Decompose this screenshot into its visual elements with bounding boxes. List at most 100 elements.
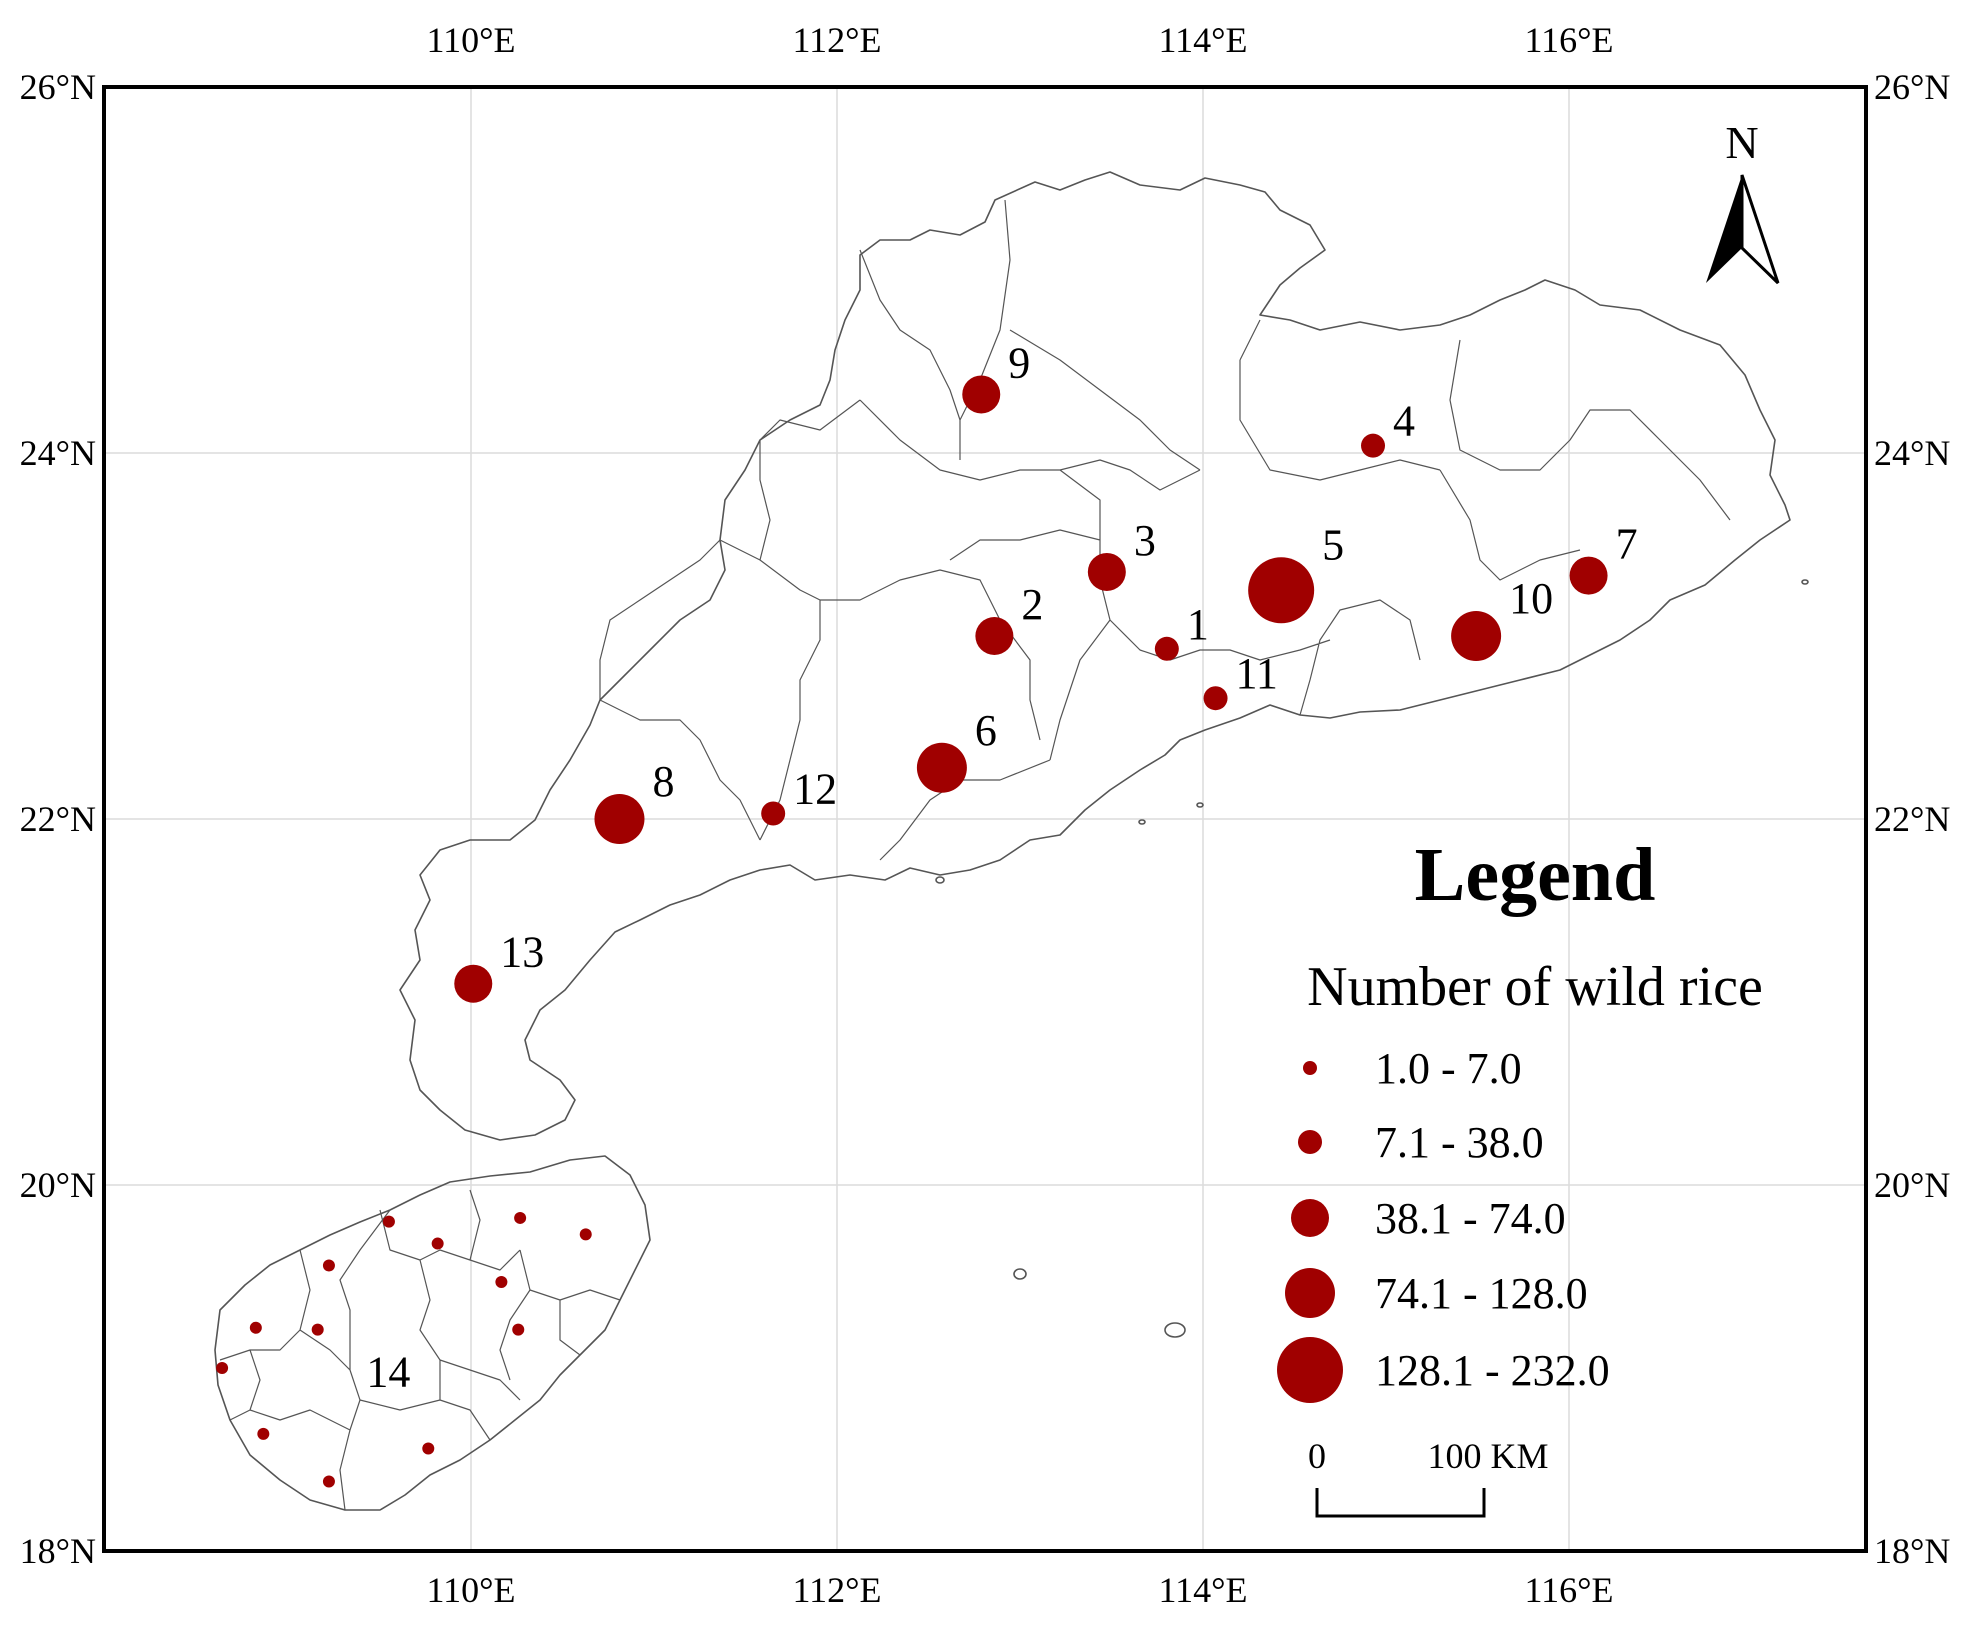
bottom-tick-labels: 110°E 112°E 114°E 116°E (426, 1570, 1613, 1610)
site-label-12: 12 (793, 765, 837, 814)
island-3 (1801, 579, 1809, 585)
island-2 (1164, 1322, 1186, 1338)
site-marker-1 (1154, 636, 1179, 661)
island-6 (935, 876, 945, 884)
site-marker-12 (761, 801, 786, 826)
legend-symbol-4 (1285, 1268, 1335, 1318)
bottom-tick-label: 114°E (1158, 1570, 1247, 1610)
legend-subtitle: Number of wild rice (1307, 956, 1763, 1018)
legend-items: 1.0 - 7.0 7.1 - 38.0 38.1 - 74.0 74.1 - 128… (1277, 1044, 1610, 1403)
site-label-8: 8 (652, 757, 674, 806)
left-tick-label: 26°N (20, 67, 96, 107)
site-marker-7 (1569, 556, 1608, 595)
site-label-10: 10 (1509, 574, 1553, 623)
site-marker-6 (916, 742, 967, 793)
hainan-site-marker (495, 1275, 508, 1288)
site-label-4: 4 (1393, 397, 1415, 446)
site-label-9: 9 (1008, 338, 1030, 387)
graticule (104, 87, 1866, 1551)
site-marker-11 (1203, 686, 1228, 711)
hainan-site-marker (322, 1475, 335, 1488)
hainan-site-marker (322, 1259, 335, 1272)
site-label-11: 11 (1236, 649, 1278, 698)
top-tick-label: 112°E (792, 20, 881, 60)
site-label-13: 13 (500, 928, 544, 977)
island-1 (1013, 1268, 1027, 1280)
top-tick-label: 114°E (1158, 20, 1247, 60)
legend: Legend Number of wild rice 1.0 - 7.0 7.1 … (1277, 833, 1763, 1518)
scale-bar-end-label: 100 KM (1427, 1436, 1548, 1476)
site-label-2: 2 (1021, 580, 1043, 629)
left-tick-label: 18°N (20, 1531, 96, 1571)
site-marker-9 (962, 375, 1001, 414)
hainan-site-marker (512, 1323, 525, 1336)
hainan-site-marker (514, 1211, 527, 1224)
bottom-tick-label: 110°E (426, 1570, 515, 1610)
hainan-markers (216, 1211, 592, 1488)
hainan-site-marker (422, 1442, 435, 1455)
right-tick-label: 22°N (1874, 799, 1950, 839)
legend-label-4: 74.1 - 128.0 (1375, 1269, 1588, 1318)
top-tick-labels: 110°E 112°E 114°E 116°E (426, 20, 1613, 60)
left-tick-label: 20°N (20, 1165, 96, 1205)
site-marker-2 (975, 617, 1014, 655)
guangdong-outline (399, 171, 1791, 1141)
hainan-site-marker (257, 1427, 270, 1440)
north-arrow-icon: N (1706, 117, 1780, 285)
prefecture-lines (599, 199, 1731, 861)
site-marker-8 (594, 794, 645, 844)
site-marker-3 (1087, 552, 1126, 591)
north-arrow-label: N (1725, 117, 1758, 168)
map-frame (102, 85, 1868, 1553)
site-marker-5 (1248, 557, 1315, 624)
right-tick-labels: 26°N 24°N 22°N 20°N 18°N (1874, 67, 1950, 1571)
site-label-14: 14 (366, 1347, 410, 1396)
scale-bar-start-label: 0 (1308, 1436, 1326, 1476)
hainan-site-marker (579, 1228, 592, 1241)
left-tick-labels: 26°N 24°N 22°N 20°N 18°N (20, 67, 96, 1571)
hainan-site-marker (249, 1321, 262, 1334)
legend-symbol-3 (1291, 1199, 1329, 1237)
hainan-outline (214, 1155, 651, 1511)
hainan-site-marker (216, 1362, 229, 1374)
left-tick-label: 24°N (20, 433, 96, 473)
legend-symbol-2 (1298, 1130, 1322, 1154)
north-arrow-right-half (1740, 174, 1780, 285)
right-tick-label: 20°N (1874, 1165, 1950, 1205)
right-tick-label: 24°N (1874, 433, 1950, 473)
bottom-tick-label: 112°E (792, 1570, 881, 1610)
bottom-tick-label: 116°E (1524, 1570, 1613, 1610)
hainan-site-marker (382, 1215, 395, 1228)
right-tick-label: 18°N (1874, 1531, 1950, 1571)
legend-label-1: 1.0 - 7.0 (1375, 1044, 1522, 1093)
legend-symbol-5 (1277, 1337, 1343, 1403)
scale-bar-line (1315, 1488, 1486, 1518)
legend-title: Legend (1415, 833, 1656, 917)
site-marker-10 (1451, 611, 1502, 661)
site-label-6: 6 (975, 706, 997, 755)
hainan-county-lines (219, 1189, 621, 1511)
administrative-boundaries (214, 171, 1809, 1511)
site-label-7: 7 (1616, 520, 1638, 569)
legend-label-3: 38.1 - 74.0 (1375, 1194, 1566, 1243)
legend-symbol-1 (1303, 1061, 1317, 1075)
hainan-site-marker (431, 1237, 444, 1250)
top-tick-label: 110°E (426, 20, 515, 60)
site-label-1: 1 (1187, 600, 1209, 649)
legend-label-2: 7.1 - 38.0 (1375, 1118, 1544, 1167)
hainan-site-marker (311, 1323, 324, 1336)
scale-bar: 0 100 KM (1308, 1436, 1549, 1518)
site-label-5: 5 (1322, 520, 1344, 569)
top-tick-label: 116°E (1524, 20, 1613, 60)
left-tick-label: 22°N (20, 799, 96, 839)
island-4 (1138, 819, 1146, 825)
site-label-3: 3 (1134, 516, 1156, 565)
right-tick-label: 26°N (1874, 67, 1950, 107)
island-5 (1196, 802, 1204, 808)
north-arrow-left-half (1706, 175, 1742, 283)
legend-label-5: 128.1 - 232.0 (1375, 1346, 1610, 1395)
site-marker-4 (1361, 433, 1386, 458)
site-marker-13 (454, 964, 493, 1003)
